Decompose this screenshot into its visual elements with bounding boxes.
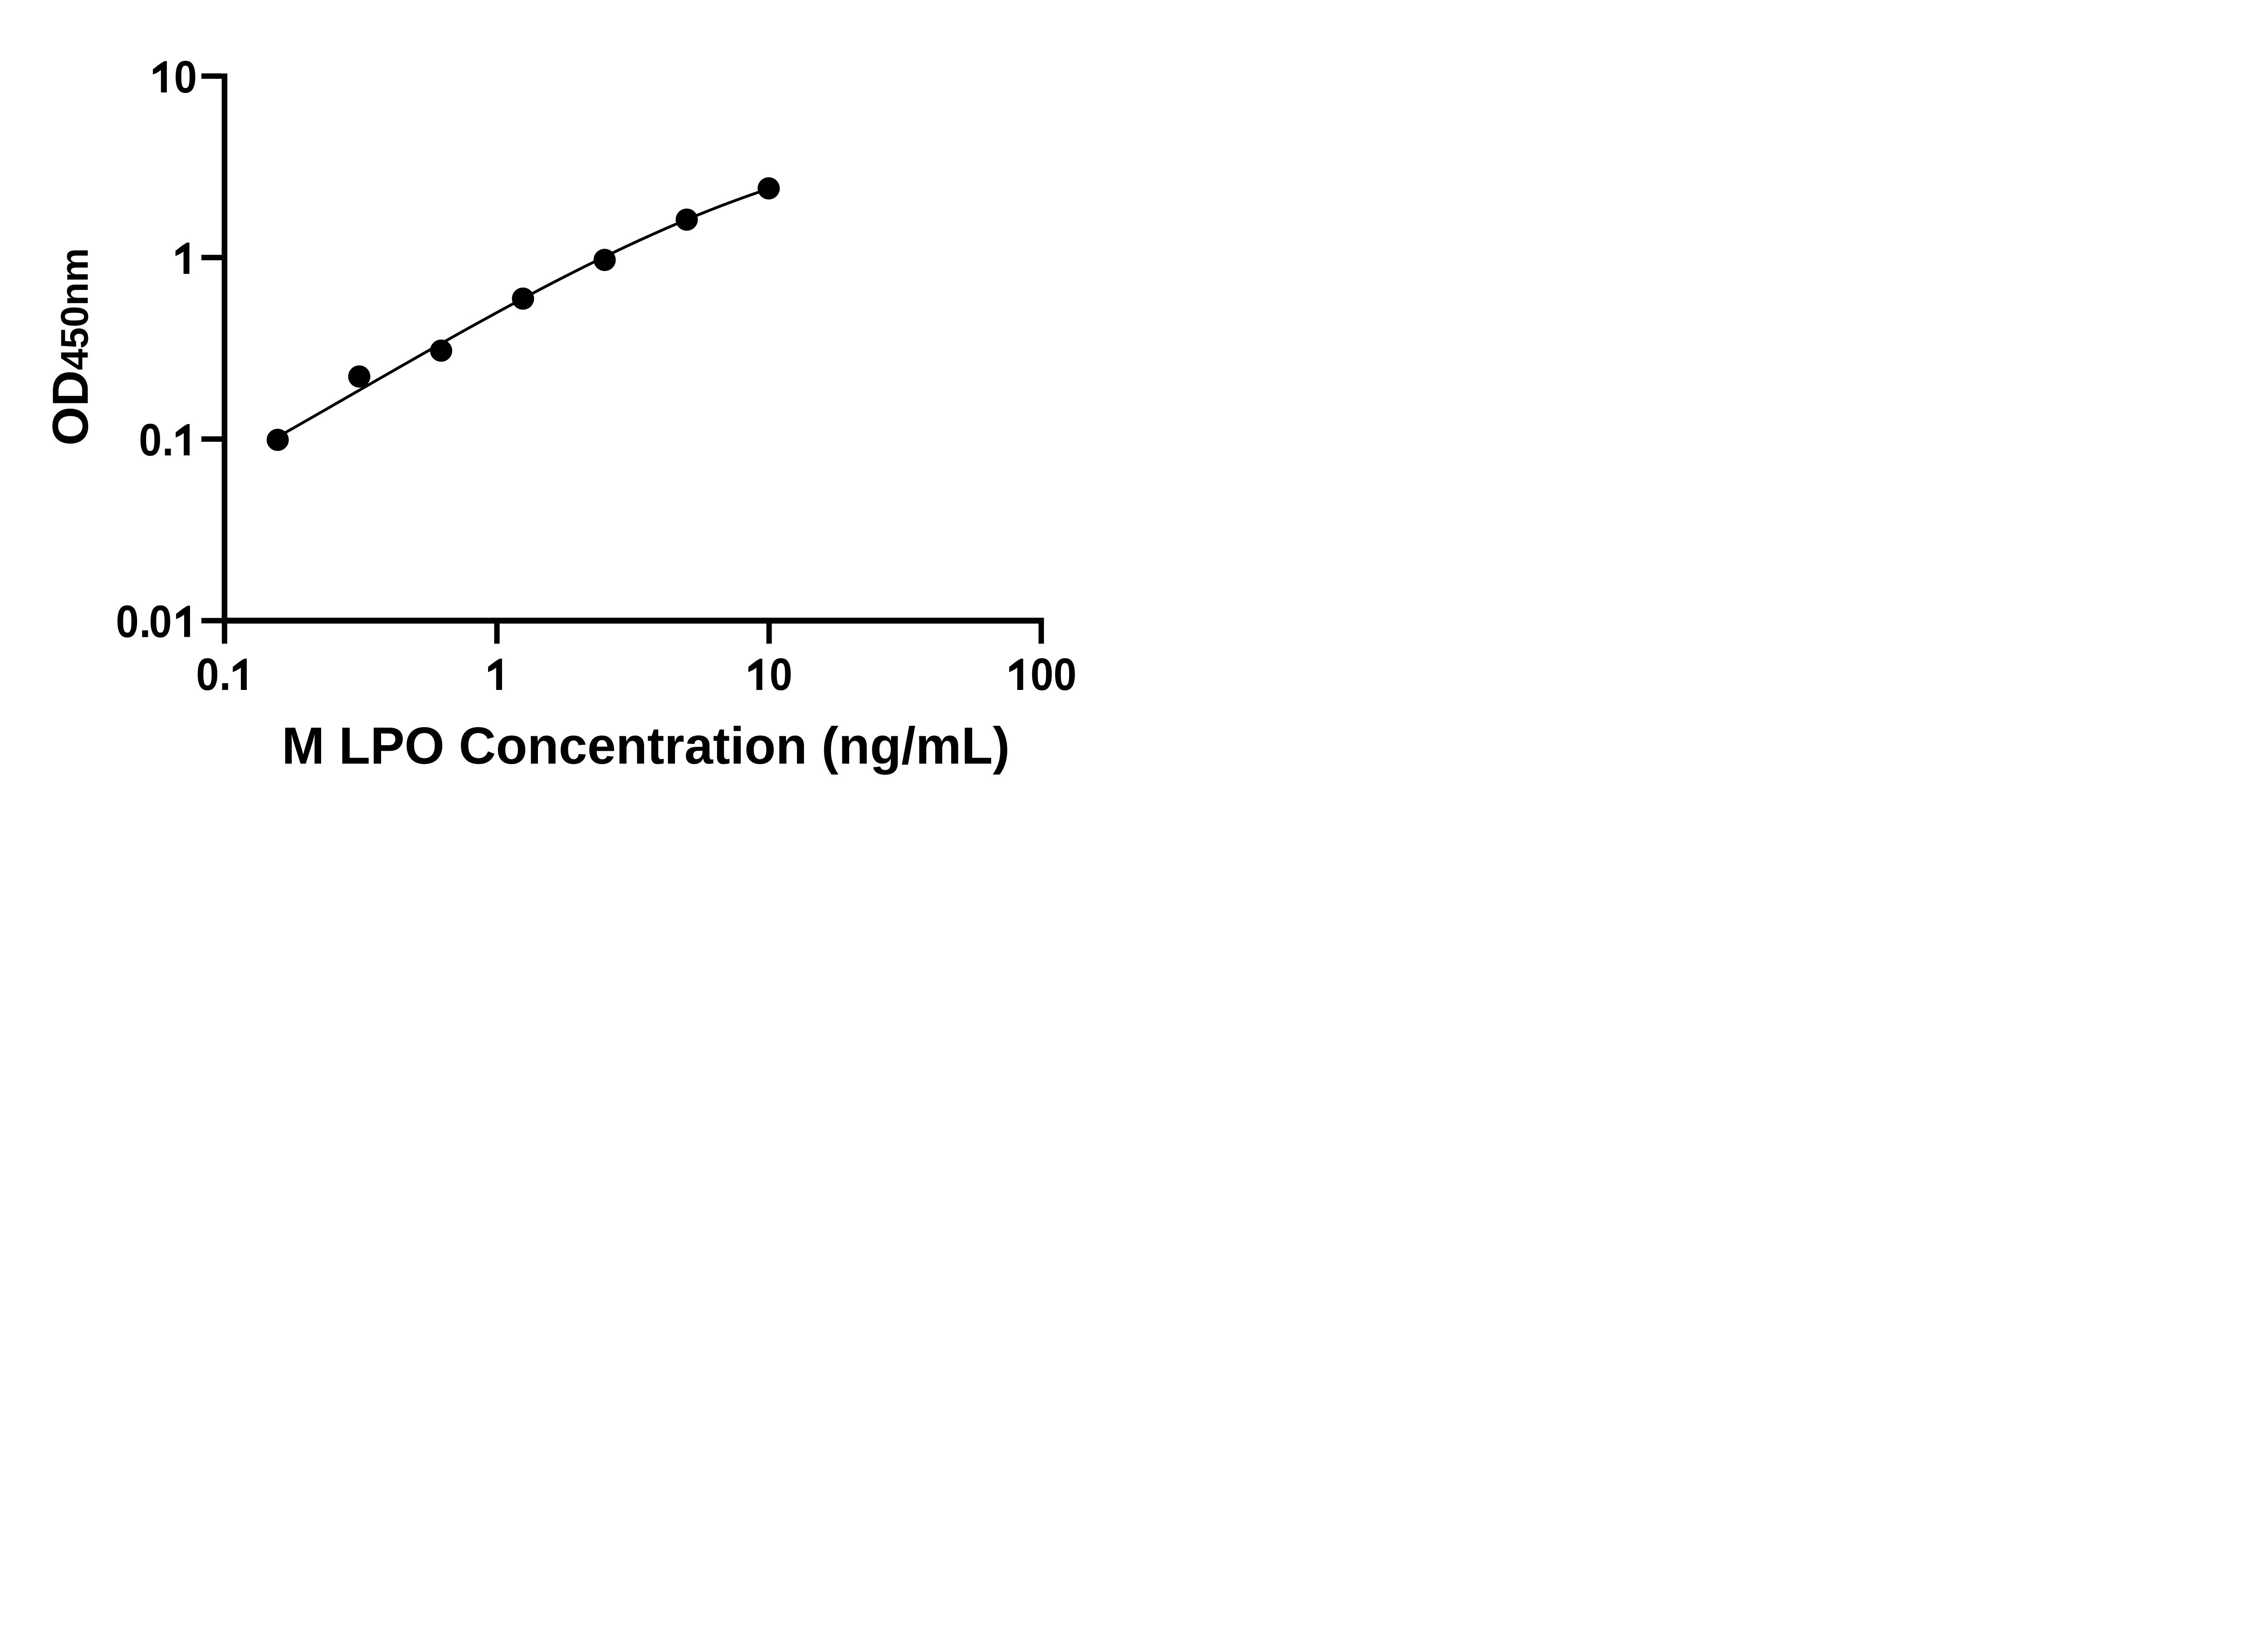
svg-text:0: 0 (139, 415, 162, 465)
svg-text:0: 0 (116, 596, 139, 647)
svg-text:0: 0 (149, 596, 172, 647)
svg-text:00: 00 (1031, 649, 1077, 700)
svg-text:.: . (219, 650, 231, 700)
svg-text:M LPO Concentration (ng/mL): M LPO Concentration (ng/mL) (282, 717, 1010, 775)
svg-text:OD450nm: OD450nm (42, 248, 98, 446)
svg-text:0: 0 (174, 52, 197, 103)
svg-text:0: 0 (769, 649, 792, 700)
svg-text:0: 0 (196, 649, 219, 700)
svg-text:.: . (139, 596, 151, 647)
svg-text:.: . (162, 415, 174, 465)
